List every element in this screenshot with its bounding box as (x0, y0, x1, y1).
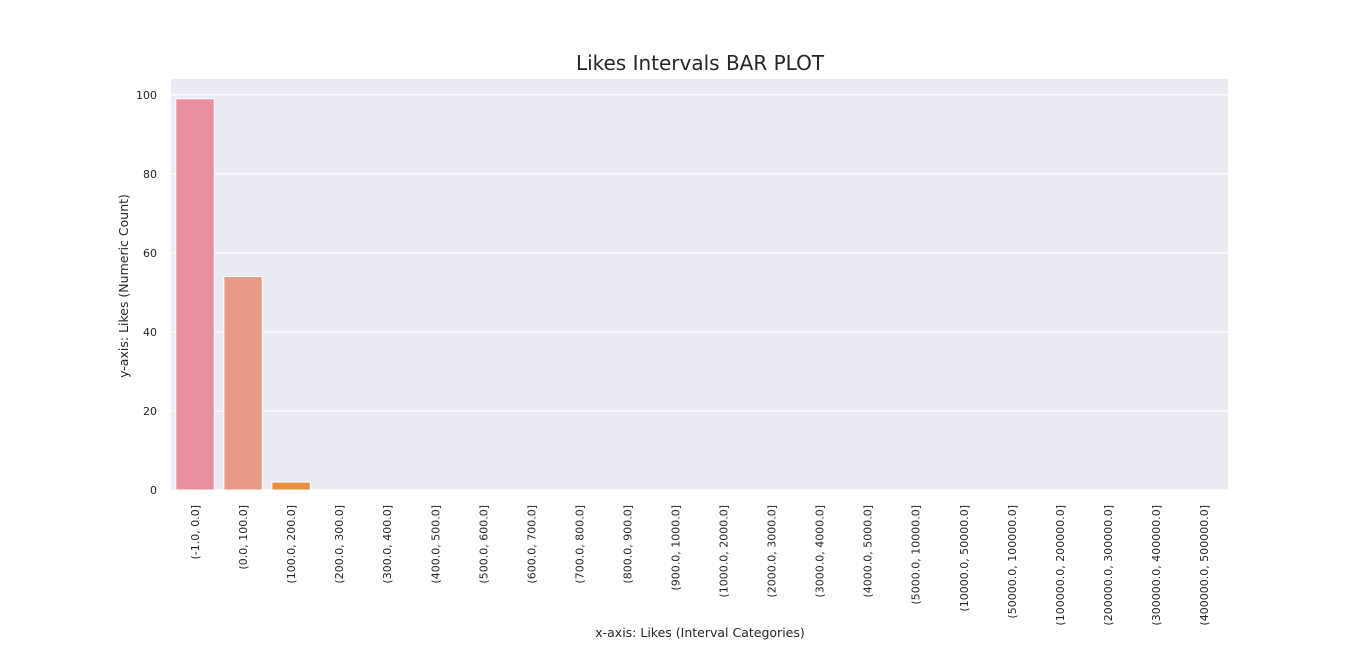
x-tick-label: (2000.0, 3000.0] (766, 505, 779, 598)
y-tick-label: 100 (136, 89, 157, 102)
plot-background (171, 79, 1228, 490)
bar (175, 98, 215, 491)
y-tick-label: 60 (143, 247, 157, 260)
y-tick-label: 40 (143, 326, 157, 339)
bar (271, 481, 311, 491)
x-tick-label: (0.0, 100.0] (237, 505, 250, 570)
x-axis-label: x-axis: Likes (Interval Categories) (595, 625, 805, 640)
x-tick-label: (700.0, 800.0] (573, 505, 586, 584)
x-tick-label: (10000.0, 50000.0] (958, 505, 971, 612)
x-tick-label: (400.0, 500.0] (429, 505, 442, 584)
x-tick-label: (900.0, 1000.0] (669, 505, 682, 591)
x-tick-label: (200000.0, 300000.0] (1102, 505, 1115, 626)
x-tick-label: (300.0, 400.0] (381, 505, 394, 584)
x-tick-label: (1000.0, 2000.0] (718, 505, 731, 598)
y-tick-label: 80 (143, 168, 157, 181)
x-tick-label: (300000.0, 400000.0] (1150, 505, 1163, 626)
x-tick-label: (5000.0, 10000.0] (910, 505, 923, 605)
x-tick-label: (500.0, 600.0] (477, 505, 490, 584)
y-tick-labels: 0 20 40 60 80 100 (136, 89, 157, 497)
x-tick-label: (3000.0, 4000.0] (814, 505, 827, 598)
x-tick-label: (4000.0, 5000.0] (862, 505, 875, 598)
x-tick-label: (800.0, 900.0] (621, 505, 634, 584)
x-tick-label: (50000.0, 100000.0] (1006, 505, 1019, 619)
bars (175, 98, 311, 491)
y-tick-label: 20 (143, 405, 157, 418)
y-tick-label: 0 (150, 484, 157, 497)
x-tick-label: (-1.0, 0.0] (189, 505, 202, 560)
x-tick-label: (400000.0, 500000.0] (1198, 505, 1211, 626)
x-tick-label: (100000.0, 200000.0] (1054, 505, 1067, 626)
y-axis-label: y-axis: Likes (Numeric Count) (116, 194, 131, 378)
x-tick-label: (200.0, 300.0] (333, 505, 346, 584)
x-tick-labels: (-1.0, 0.0] (0.0, 100.0] (100.0, 200.0] (20… (189, 505, 1211, 626)
x-tick-label: (600.0, 700.0] (525, 505, 538, 584)
x-tick-label: (100.0, 200.0] (285, 505, 298, 584)
chart-title: Likes Intervals BAR PLOT (576, 51, 825, 75)
gridlines (171, 94, 1228, 491)
bar (223, 276, 263, 491)
